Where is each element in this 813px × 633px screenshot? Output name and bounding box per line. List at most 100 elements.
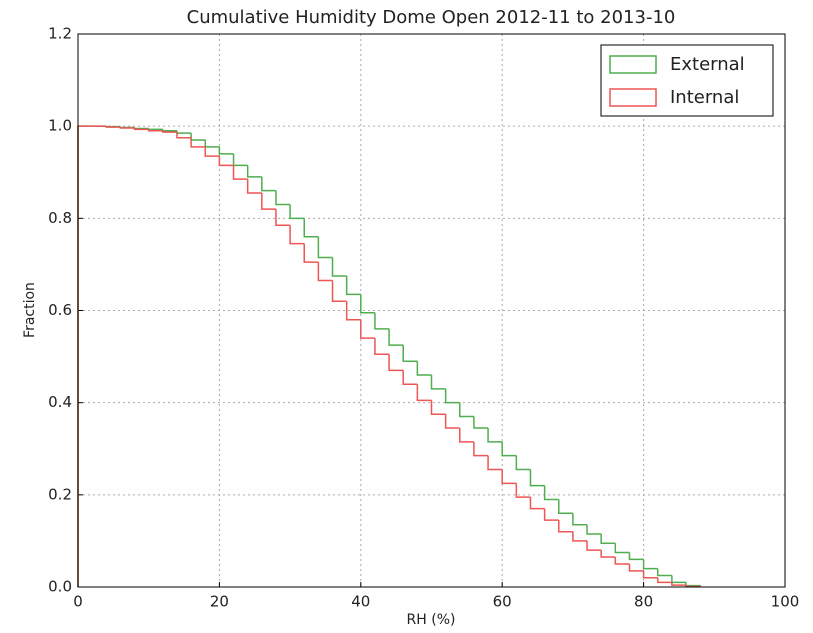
step-segment xyxy=(303,243,319,263)
step-segment xyxy=(600,550,616,558)
x-tick-label: 80 xyxy=(634,593,653,611)
plot-frame xyxy=(77,33,786,588)
step-segment xyxy=(77,125,93,587)
step-segment xyxy=(642,570,658,579)
step-segment xyxy=(374,312,390,330)
step-segment xyxy=(275,209,291,226)
step-segment xyxy=(501,441,517,457)
step-segment xyxy=(388,354,404,372)
step-segment xyxy=(487,428,503,443)
step-segment xyxy=(331,257,347,277)
y-tick-label: 0.6 xyxy=(48,301,72,319)
step-segment xyxy=(133,128,149,131)
legend-swatch xyxy=(609,55,657,74)
step-segment xyxy=(444,414,460,429)
step-segment xyxy=(586,540,602,551)
legend-label: Internal xyxy=(670,87,739,108)
x-tick-label: 100 xyxy=(771,593,800,611)
step-segment xyxy=(204,146,220,157)
step-segment xyxy=(402,345,418,362)
y-axis-label: Fraction xyxy=(22,282,38,338)
step-segment xyxy=(289,204,305,220)
y-tick-label: 0.0 xyxy=(48,578,72,596)
step-segment xyxy=(600,534,616,544)
step-segment xyxy=(345,301,361,321)
step-segment xyxy=(261,192,276,210)
step-segment xyxy=(473,416,489,429)
step-segment xyxy=(331,280,347,303)
step-segment xyxy=(416,361,432,376)
step-segment xyxy=(360,319,375,339)
step-segment xyxy=(614,557,630,565)
step-segment xyxy=(218,146,234,155)
step-segment xyxy=(162,130,177,133)
legend-swatch xyxy=(609,88,657,107)
step-segment xyxy=(374,338,390,356)
step-segment xyxy=(543,508,559,521)
step-segment xyxy=(642,559,658,570)
step-segment xyxy=(572,513,588,526)
step-segment xyxy=(430,375,446,390)
step-segment xyxy=(430,400,446,415)
step-segment xyxy=(614,543,630,554)
step-segment xyxy=(232,165,248,180)
x-tick-label: 40 xyxy=(351,593,370,611)
step-segment xyxy=(232,153,248,167)
legend-box xyxy=(600,44,774,117)
step-segment xyxy=(275,190,291,206)
x-tick-label: 0 xyxy=(73,593,83,611)
step-segment xyxy=(558,499,573,515)
step-segment xyxy=(416,384,432,402)
step-segment xyxy=(586,524,602,535)
step-segment xyxy=(473,441,489,457)
step-segment xyxy=(444,388,460,404)
step-segment xyxy=(190,137,206,148)
y-tick-label: 0.8 xyxy=(48,209,72,227)
series xyxy=(77,125,701,588)
y-tick-label: 0.4 xyxy=(48,393,72,411)
step-segment xyxy=(133,127,149,130)
step-segment xyxy=(147,128,163,131)
step-segment xyxy=(388,328,404,346)
step-segment xyxy=(402,370,418,385)
x-tick-label: 20 xyxy=(210,593,229,611)
step-segment xyxy=(119,127,135,129)
step-segment xyxy=(515,483,531,498)
x-axis-label: RH (%) xyxy=(407,612,456,628)
step-segment xyxy=(345,275,361,296)
legend-label: External xyxy=(670,54,745,75)
y-tick-label: 0.2 xyxy=(48,485,72,503)
step-segment xyxy=(501,469,517,485)
step-segment xyxy=(289,225,305,245)
step-segment xyxy=(246,165,262,178)
step-segment xyxy=(246,179,262,194)
step-segment xyxy=(303,218,319,238)
step-segment xyxy=(543,485,559,501)
step-segment xyxy=(459,428,474,443)
step-segment xyxy=(176,132,192,139)
x-tick-label: 60 xyxy=(493,593,512,611)
step-segment xyxy=(317,262,333,282)
step-segment xyxy=(656,568,672,577)
step-segment xyxy=(558,520,573,533)
step-segment xyxy=(317,236,333,259)
step-segment xyxy=(529,497,545,510)
step-segment xyxy=(459,402,474,418)
step-segment xyxy=(77,125,93,587)
chart-title: Cumulative Humidity Dome Open 2012-11 to… xyxy=(187,7,676,28)
step-segment xyxy=(218,156,234,167)
step-segment xyxy=(628,552,644,561)
step-segment xyxy=(162,129,177,132)
y-tick-label: 1.2 xyxy=(48,25,72,43)
step-segment xyxy=(487,455,503,471)
step-segment xyxy=(671,575,687,584)
step-segment xyxy=(515,455,531,471)
step-segment xyxy=(261,176,276,192)
step-segment xyxy=(147,129,163,132)
step-segment xyxy=(656,577,672,584)
step-segment xyxy=(628,563,644,572)
step-segment xyxy=(190,133,206,141)
step-segment xyxy=(176,130,192,134)
step-segment xyxy=(105,126,121,128)
